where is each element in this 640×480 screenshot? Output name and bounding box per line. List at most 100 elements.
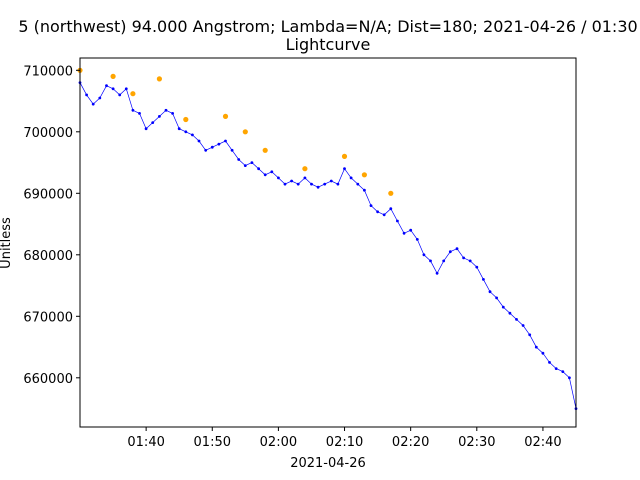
data-point [468, 259, 472, 263]
data-point [329, 179, 333, 183]
data-point [164, 108, 168, 112]
peak-marker [110, 73, 116, 79]
x-tick-label: 02:00 [260, 435, 297, 450]
peak-marker [183, 116, 189, 123]
peak-marker [222, 113, 229, 119]
data-point [415, 238, 419, 241]
data-point [91, 102, 95, 106]
peak-marker [361, 172, 367, 178]
data-point [462, 256, 465, 260]
data-point [435, 271, 439, 275]
data-point [482, 278, 485, 281]
data-point [402, 231, 406, 235]
data-point [290, 179, 293, 183]
data-point [396, 219, 399, 223]
data-point [343, 167, 346, 171]
x-tick-label: 01:40 [127, 435, 164, 450]
data-point [138, 112, 141, 115]
x-axis: 01:40 01:50 02:00 02:10 02:20 02:30 02:40 [127, 427, 562, 450]
series-line [79, 82, 577, 409]
x-tick-label: 02:20 [392, 435, 429, 450]
data-point [501, 305, 505, 309]
data-point [111, 87, 115, 91]
y-tick-label: 680000 [23, 249, 73, 264]
data-point [263, 173, 267, 177]
y-axis-label: Unitless [0, 217, 14, 269]
data-point [184, 130, 188, 134]
data-point [217, 142, 221, 146]
data-point [336, 182, 340, 186]
data-point [197, 139, 201, 143]
data-point [177, 127, 181, 131]
data-point [356, 182, 360, 186]
peak-marker [156, 76, 162, 82]
data-point [429, 259, 432, 263]
data-point [124, 87, 128, 91]
plot-area [77, 67, 578, 410]
data-point [204, 148, 208, 152]
peak-marker [130, 91, 136, 97]
data-point [382, 213, 386, 217]
x-tick-label: 01:50 [194, 435, 231, 450]
data-point [158, 115, 161, 118]
data-point [488, 290, 492, 294]
data-point [376, 210, 379, 214]
peak-marker [242, 129, 248, 135]
data-point [230, 148, 234, 152]
data-point [508, 311, 512, 315]
x-tick-label: 02:10 [326, 435, 363, 450]
data-point [554, 367, 558, 370]
data-point [210, 145, 214, 149]
x-tick-label: 02:40 [524, 435, 561, 450]
data-point [237, 158, 241, 161]
data-point [521, 324, 525, 327]
data-point [534, 345, 538, 349]
data-point [118, 93, 122, 97]
x-tick-label: 02:30 [458, 435, 495, 450]
x-axis-label: 2021-04-26 [290, 456, 366, 471]
data-point [455, 247, 459, 251]
data-point [495, 296, 498, 300]
data-point [277, 176, 280, 180]
data-point [349, 176, 353, 180]
peak-marker [341, 153, 348, 159]
data-point [528, 333, 532, 337]
data-point [409, 228, 413, 232]
data-point [323, 182, 327, 186]
y-tick-label: 670000 [23, 310, 73, 325]
data-point [363, 188, 366, 192]
data-point [389, 207, 393, 211]
chart-title: 5 (northwest) 94.000 Angstrom; Lambda=N/… [18, 17, 637, 36]
data-point [144, 127, 148, 131]
data-point [131, 108, 135, 112]
data-point [548, 361, 551, 364]
data-point [303, 176, 307, 180]
data-point [98, 96, 102, 100]
data-point [448, 250, 452, 254]
data-point [422, 253, 426, 257]
data-point [257, 167, 260, 171]
data-point [270, 170, 274, 174]
data-point [151, 121, 155, 124]
data-point [296, 182, 300, 186]
data-point [191, 133, 194, 137]
data-point [171, 112, 175, 115]
data-point [85, 93, 88, 97]
peak-marker [262, 147, 268, 153]
data-point [283, 182, 287, 186]
peak-marker [388, 190, 394, 196]
y-tick-label: 710000 [23, 64, 73, 79]
data-point [250, 161, 254, 165]
data-point [515, 318, 518, 321]
data-point [224, 139, 227, 143]
data-point [369, 204, 373, 208]
data-point [243, 164, 247, 168]
data-point [561, 370, 565, 373]
data-point [310, 182, 313, 186]
data-point [105, 84, 108, 88]
data-point [316, 185, 320, 189]
plot-frame [79, 57, 577, 428]
chart-subtitle: Lightcurve [286, 35, 371, 54]
data-point [568, 376, 571, 380]
y-tick-label: 660000 [23, 372, 73, 387]
